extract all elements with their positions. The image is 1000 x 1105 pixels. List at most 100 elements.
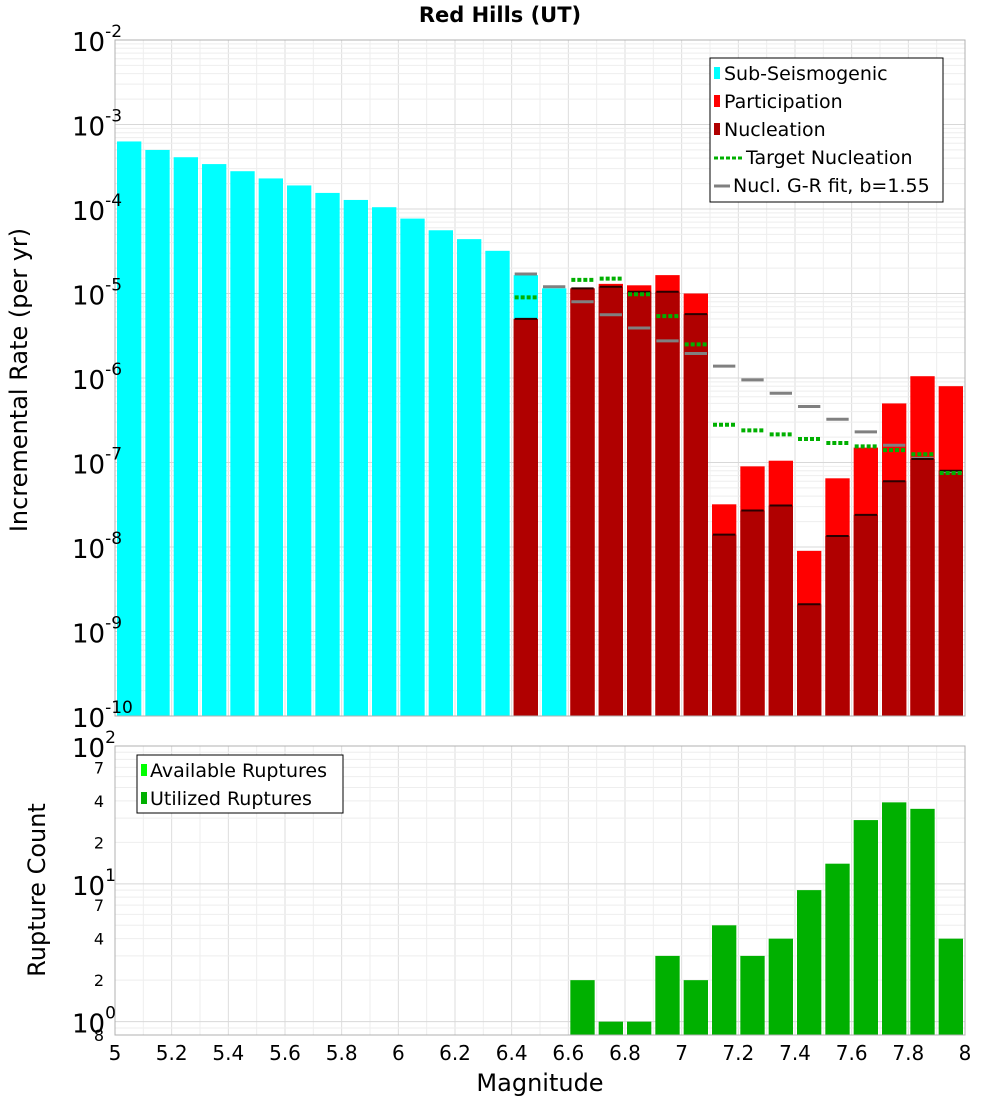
nucleation-bar [598, 286, 623, 716]
sub-seismogenic-bar [343, 199, 368, 717]
rate-y-tick-label: 10-9 [72, 614, 122, 650]
legend-swatch [714, 95, 720, 107]
nucleation-bar [853, 514, 878, 716]
rate-y-tick-label: 10-4 [72, 191, 122, 227]
count-legend: Available Ruptures Utilized Ruptures [136, 754, 344, 814]
sub-seismogenic-bar [202, 164, 227, 716]
rate-plot-frame [114, 39, 966, 717]
x-tick-label: 6.4 [496, 1041, 528, 1065]
count-y-minor-tick-label: 2 [94, 833, 104, 852]
legend-swatch [141, 764, 147, 776]
utilized-ruptures-bar [825, 863, 850, 1035]
count-plot-frame [114, 745, 966, 1036]
x-tick-label: 5.8 [326, 1041, 358, 1065]
sub-seismogenic-bar [315, 192, 340, 716]
utilized-ruptures-bar [598, 1021, 623, 1035]
x-tick-label: 6 [392, 1041, 405, 1065]
sub-seismogenic-bar [400, 218, 425, 716]
rate-y-tick-label: 10-6 [72, 360, 122, 396]
rate-y-tick-label: 10-10 [72, 698, 133, 734]
top-y-axis-label: Incremental Rate (per yr) [5, 228, 33, 532]
rate-legend: Sub-Seismogenic Participation Nucleation Ta… [709, 57, 944, 203]
count-y-tick-label: 102 [72, 728, 116, 764]
sub-seismogenic-bar [287, 185, 312, 717]
nucleation-bar [825, 535, 850, 716]
utilized-ruptures-bar [570, 980, 595, 1035]
x-tick-label: 5.6 [269, 1041, 301, 1065]
sub-seismogenic-bar [230, 171, 255, 716]
utilized-ruptures-bar [882, 802, 907, 1035]
legend-label: Utilized Ruptures [150, 788, 312, 810]
x-tick-label: 7.8 [892, 1041, 924, 1065]
legend-label: Nucleation [724, 119, 826, 141]
sub-seismogenic-bar [485, 250, 510, 716]
utilized-ruptures-bar [627, 1021, 652, 1035]
chart-title: Red Hills (UT) [419, 3, 581, 27]
utilized-ruptures-bar [683, 980, 708, 1035]
count-y-minor-tick-label: 7 [94, 896, 104, 915]
x-tick-label: 8 [959, 1041, 972, 1065]
utilized-ruptures-bar [768, 938, 793, 1035]
utilized-ruptures-bar [938, 938, 963, 1035]
count-y-minor-tick-label: 7 [94, 758, 104, 777]
nucleation-bar [627, 291, 652, 716]
utilized-ruptures-bar [740, 955, 765, 1035]
utilized-ruptures-bar [712, 925, 737, 1035]
legend-label: Target Nucleation [745, 147, 913, 169]
nucleation-bar [683, 314, 708, 716]
rate-y-tick-label: 10-3 [72, 107, 122, 143]
bottom-y-axis-label: Rupture Count [23, 803, 51, 977]
rate-y-tick-label: 10-2 [72, 22, 122, 58]
sub-seismogenic-bar [173, 157, 198, 717]
nucleation-bar [712, 534, 737, 716]
count-y-minor-tick-label: 4 [94, 792, 104, 811]
sub-seismogenic-bar [372, 207, 397, 716]
legend-swatch [714, 123, 720, 135]
utilized-ruptures-bar [797, 890, 822, 1035]
count-y-tick-label: 100 [72, 1004, 116, 1040]
rate-y-tick-label: 10-7 [72, 445, 122, 481]
utilized-ruptures-bar [910, 808, 935, 1035]
nucleation-bar [513, 318, 538, 716]
nucleation-bar [768, 505, 793, 716]
x-tick-label: 6.8 [609, 1041, 641, 1065]
rate-legend-box [709, 57, 944, 203]
utilized-ruptures-bar [655, 955, 680, 1035]
sub-seismogenic-bar [145, 149, 170, 717]
x-tick-label: 7.4 [779, 1041, 811, 1065]
legend-label: Sub-Seismogenic [724, 63, 888, 85]
nucleation-bar [910, 459, 935, 716]
legend-swatch [714, 67, 720, 79]
legend-swatch [141, 792, 147, 804]
x-tick-label: 7.6 [836, 1041, 868, 1065]
nucleation-bar [797, 604, 822, 716]
utilized-ruptures-bar [853, 820, 878, 1035]
sub-seismogenic-bar [457, 239, 482, 717]
nucleation-bar [938, 470, 963, 716]
sub-seismogenic-bar [117, 141, 142, 717]
rate-y-tick-label: 10-8 [72, 529, 122, 565]
count-legend-box [136, 754, 344, 814]
legend-label: Nucl. G-R fit, b=1.55 [733, 175, 930, 197]
x-tick-label: 5.2 [156, 1041, 188, 1065]
count-y-tick-label: 101 [72, 866, 116, 902]
x-tick-label: 7.2 [722, 1041, 754, 1065]
nucleation-bar [740, 510, 765, 716]
count-y-minor-tick-label: 2 [94, 971, 104, 990]
legend-label: Participation [724, 91, 843, 113]
sub-seismogenic-bar [258, 178, 283, 717]
x-tick-label: 5 [109, 1041, 122, 1065]
nucleation-bar [655, 291, 680, 716]
x-tick-label: 6.6 [552, 1041, 584, 1065]
rate-panel: 10-10 10-9 10-8 10-7 10-6 10-5 10-4 10-3 10-2 Sub… [72, 22, 966, 734]
count-y-minor-tick-label: 4 [94, 930, 104, 949]
count-y-minor-tick-label: 8 [94, 1026, 104, 1045]
x-tick-label: 6.2 [439, 1041, 471, 1065]
rate-y-tick-label: 10-5 [72, 276, 122, 312]
x-tick-label: 7 [675, 1041, 688, 1065]
nucleation-bar [882, 481, 907, 716]
sub-seismogenic-bar [542, 288, 567, 716]
